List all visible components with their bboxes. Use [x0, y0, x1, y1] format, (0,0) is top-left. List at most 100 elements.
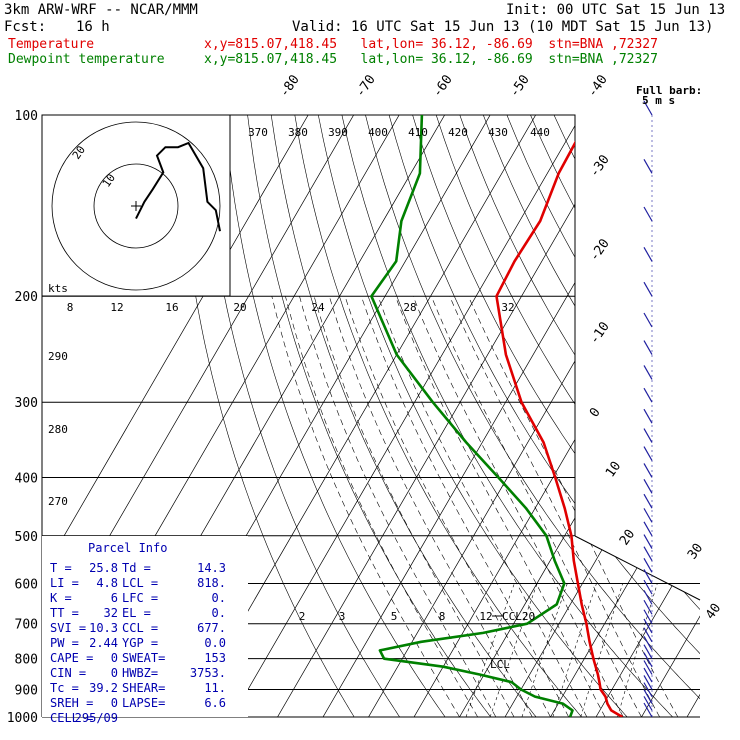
- wind-barb: [643, 508, 653, 523]
- dry-adiabat-line: [695, 115, 700, 717]
- pressure-tick-label: 1000: [7, 711, 38, 726]
- parcel-info-value: 0.0: [204, 636, 226, 650]
- theta-tick-label: 420: [448, 126, 468, 139]
- wind-barb: [643, 689, 653, 704]
- theta-tick-label: 400: [368, 126, 388, 139]
- moist-adiabat-line: [431, 296, 642, 717]
- isotherm-line: [368, 115, 700, 717]
- wind-barb: [643, 100, 653, 116]
- hodograph-ring: [93, 163, 179, 249]
- mixing-ratio-tick-label: 3: [339, 610, 346, 623]
- pressure-tick-label: 900: [15, 683, 38, 698]
- hodograph-ring: [51, 121, 221, 291]
- wind-barb: [643, 281, 653, 297]
- theta-tick-label: 270: [48, 495, 68, 508]
- moist-adiabat-line: [395, 296, 606, 717]
- parcel-info-label: TT =: [50, 606, 79, 620]
- dry-adiabat-line: [553, 115, 700, 717]
- wind-barb: [643, 644, 653, 659]
- isotherm-tick-label: 0: [587, 405, 604, 420]
- dry-adiabat-line: [483, 115, 700, 717]
- parcel-info-value: 818.: [197, 576, 226, 590]
- isotherm-line: [550, 115, 700, 717]
- parcel-info-label: SVI =: [50, 621, 86, 635]
- parcel-info-label: LCL =: [122, 576, 158, 590]
- mixing-ratio-tick-label: 32: [501, 301, 514, 314]
- parcel-info-value: 0.: [212, 591, 226, 605]
- hodograph-units: kts: [48, 282, 68, 295]
- isotherm-tick-label: -10: [587, 319, 613, 347]
- theta-tick-label: 410: [408, 126, 428, 139]
- wind-barb: [643, 627, 653, 643]
- parcel-info-value: 3753.: [190, 666, 226, 680]
- mixing-ratio-line: [521, 583, 568, 717]
- temperature-location: x,y=815.07,418.45 lat,lon= 36.12, -86.69…: [204, 37, 658, 52]
- parcel-info-value: 4.8: [96, 576, 118, 590]
- isotherm-tick-label: -20: [587, 236, 613, 264]
- theta-tick-label: 440: [530, 126, 550, 139]
- dry-adiabat-line: [412, 115, 700, 717]
- isotherm-tick-label: -60: [430, 72, 456, 100]
- mixing-ratio-line: [552, 583, 597, 717]
- wind-barb: [643, 702, 653, 718]
- parcel-info-value: 2.44: [89, 636, 118, 650]
- barb-legend-label: Full barb:: [636, 84, 702, 97]
- parcel-info-value: 11.: [204, 681, 226, 695]
- mixing-ratio-tick-label: 20: [233, 301, 246, 314]
- isotherm-line: [322, 115, 673, 717]
- wind-barb: [643, 206, 653, 222]
- parcel-info-label: K =: [50, 591, 72, 605]
- mixing-ratio-line: [489, 583, 538, 717]
- isotherm-tick-label: -40: [585, 72, 611, 100]
- isotherm-tick-label: 40: [703, 601, 724, 622]
- pressure-tick-label: 400: [15, 471, 38, 486]
- dewpoint-location: x,y=815.07,418.45 lat,lon= 36.12, -86.69…: [204, 52, 658, 67]
- parcel-info-label: CIN =: [50, 666, 86, 680]
- wind-barb: [643, 675, 653, 690]
- moist-adiabat-line: [377, 296, 588, 717]
- parcel-info-value: 39.2: [89, 681, 118, 695]
- dry-adiabat-line: [388, 115, 700, 717]
- lcl-annotation: LCL: [490, 658, 510, 671]
- theta-tick-label: 370: [248, 126, 268, 139]
- lower-frame-edge: [574, 535, 701, 601]
- wind-barb: [643, 609, 653, 625]
- wind-barb: [643, 446, 653, 461]
- pressure-tick-label: 200: [15, 290, 38, 305]
- parcel-info-value: 0.: [212, 606, 226, 620]
- theta-tick-label: 280: [48, 423, 68, 436]
- parcel-info-label: EL =: [122, 606, 151, 620]
- isotherm-line: [504, 115, 700, 717]
- parcel-info-value: 677.: [197, 621, 226, 635]
- moist-adiabat-line: [449, 296, 660, 717]
- parcel-info-value: 295/09: [75, 711, 118, 725]
- parcel-info-label: LAPSE=: [122, 696, 165, 710]
- wind-barb: [643, 478, 653, 494]
- isotherm-tick-label: -50: [507, 72, 533, 100]
- moist-adiabat-line: [344, 296, 551, 717]
- mixing-ratio-tick-label: 5: [391, 610, 398, 623]
- forecast-hour: 16 h: [76, 19, 110, 35]
- wind-barb: [643, 652, 653, 668]
- parcel-info-label: CELL =: [50, 711, 93, 725]
- dry-adiabat-line: [270, 115, 537, 717]
- mixing-ratio-tick-label: 8: [439, 610, 446, 623]
- wind-barb: [643, 599, 653, 615]
- pressure-tick-label: 600: [15, 577, 38, 592]
- isotherm-line: [641, 115, 700, 717]
- wind-barb: [643, 408, 653, 424]
- parcel-info-label: CAPE =: [50, 651, 93, 665]
- temperature-trace: [495, 115, 624, 717]
- isotherm-tick-label: -80: [277, 72, 303, 100]
- theta-tick-label: 390: [328, 126, 348, 139]
- wind-barb: [643, 696, 653, 711]
- mixing-ratio-tick-label: 12: [479, 610, 492, 623]
- dry-adiabat-line: [200, 115, 400, 717]
- isotherm-tick-label: 10: [603, 459, 624, 480]
- mixing-ratio-tick-label: 2: [299, 610, 306, 623]
- parcel-info-value: 6.6: [204, 696, 226, 710]
- parcel-info-label: Tc =: [50, 681, 79, 695]
- parcel-info-value: 0: [111, 666, 118, 680]
- wind-barb: [643, 667, 653, 683]
